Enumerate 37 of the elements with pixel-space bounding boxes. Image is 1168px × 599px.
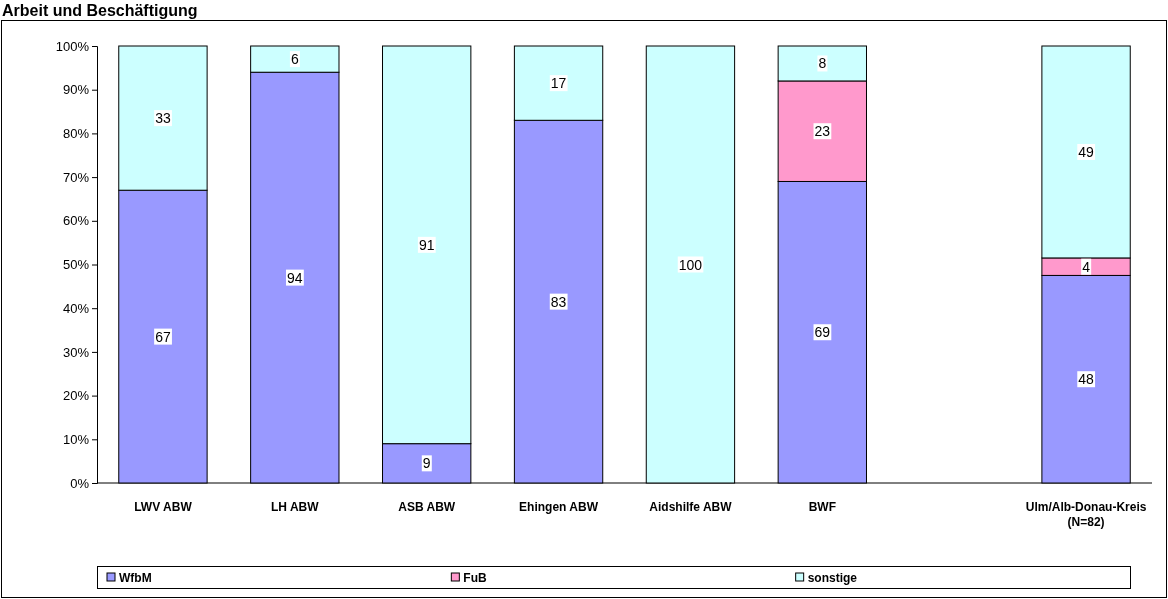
x-tick-label: Aidshilfe ABW xyxy=(649,500,733,514)
legend-label: WfbM xyxy=(119,571,152,585)
x-tick-label: Ulm/Alb-Donau-Kreis (N=82) xyxy=(1025,500,1147,529)
y-tick-label: 20% xyxy=(62,388,90,404)
data-label: 48 xyxy=(1078,371,1095,388)
data-label: 49 xyxy=(1078,143,1095,160)
data-label: 69 xyxy=(814,324,831,341)
data-label: 91 xyxy=(418,236,435,253)
data-label: 67 xyxy=(155,328,171,345)
x-tick-label: Ehingen ABW xyxy=(519,500,599,514)
legend-label: FuB xyxy=(463,571,487,585)
data-label: 23 xyxy=(814,123,831,140)
y-tick-label: 50% xyxy=(62,257,90,273)
y-tick-label: 60% xyxy=(62,213,90,229)
data-label: 33 xyxy=(155,110,171,127)
y-tick-label: 100% xyxy=(55,38,90,54)
data-label: 9 xyxy=(422,455,431,472)
y-tick-label: 70% xyxy=(62,169,90,185)
data-label: 100 xyxy=(678,256,703,273)
x-tick-label: LH ABW xyxy=(271,500,320,514)
y-tick-label: 40% xyxy=(62,300,90,316)
data-label: 17 xyxy=(550,75,567,92)
data-label: 94 xyxy=(287,269,303,286)
data-label: 6 xyxy=(290,51,299,68)
data-label: 4 xyxy=(1082,258,1091,275)
data-label: 8 xyxy=(818,55,827,72)
x-tick-label: LWV ABW xyxy=(134,500,193,514)
legend-label: sonstige xyxy=(807,571,858,585)
chart-title: Arbeit und Beschäftigung xyxy=(2,2,198,19)
x-tick-label: BWF xyxy=(808,500,836,514)
y-tick-label: 0% xyxy=(70,475,90,491)
y-tick-label: 90% xyxy=(62,82,90,98)
y-tick-label: 10% xyxy=(62,431,90,447)
data-label: 83 xyxy=(550,293,567,310)
y-tick-label: 30% xyxy=(62,344,90,360)
x-tick-label: ASB ABW xyxy=(398,500,456,514)
y-tick-label: 80% xyxy=(62,126,90,142)
